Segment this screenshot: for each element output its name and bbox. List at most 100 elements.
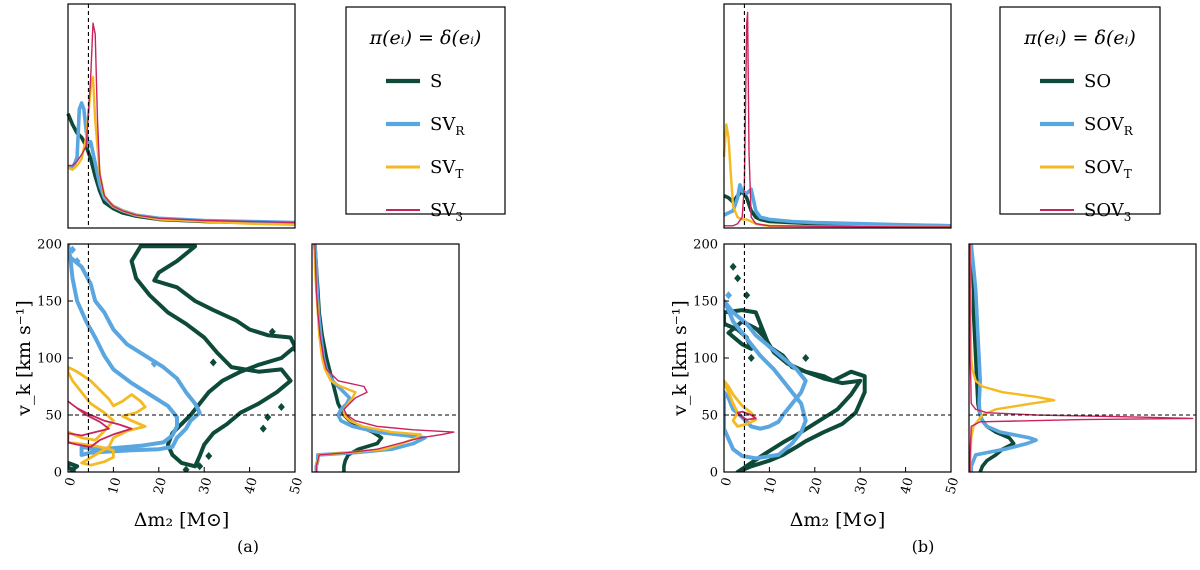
contour-island-s: [724, 319, 728, 328]
legend-label-subscript: R: [455, 124, 465, 138]
right-marginal-line-sv-3: [314, 243, 455, 472]
legend-label-base: SOV: [1084, 200, 1125, 221]
contour-island-s: [756, 325, 764, 334]
x-axis-label: Δm₂ [M⊙]: [790, 509, 886, 531]
legend-label-base: SV: [430, 157, 456, 178]
legend-label: SVT: [430, 157, 463, 181]
legend-label: SOVT: [1084, 157, 1132, 181]
legend-label: SOV3: [1084, 200, 1131, 224]
legend-label: SVR: [430, 114, 465, 138]
top-marginal-line-sv-r: [68, 101, 296, 225]
legend-title: π(eᵢ) = δ(eᵢ): [369, 27, 482, 49]
right-marginal-line-sv-t: [968, 244, 1056, 472]
y-tick-label: 0: [54, 466, 62, 481]
panel-b: 0 10 20 30 40 50 0 50 100 150 200 Δm₂ [M⊙] v_k [km s…: [669, 3, 1197, 556]
right-marginal-frame: [968, 243, 1197, 473]
legend-label-subscript: 3: [1124, 210, 1132, 224]
legend-label-subscript: T: [455, 167, 463, 181]
top-marginal-line-sv-3: [68, 22, 296, 224]
top-marginal-plot: [722, 3, 952, 229]
legend-box: [345, 6, 506, 215]
y-axis-label: v_k [km s⁻¹]: [13, 300, 35, 417]
contour-island-s: [196, 462, 204, 471]
contour-island-s: [291, 344, 295, 353]
right-marginal-line-sv-3: [969, 244, 1194, 472]
panel-caption: (a): [237, 537, 259, 556]
contour-island-s: [205, 452, 213, 461]
legend-label-base: S: [430, 71, 442, 92]
legend-label: SV3: [430, 200, 463, 224]
contour-island-s: [277, 403, 285, 412]
joint-plot-area: [68, 244, 295, 472]
right-marginal-line-sv-r: [313, 243, 427, 472]
legend-label-subscript: 3: [455, 210, 463, 224]
top-marginal-frame: [723, 3, 952, 229]
y-tick-label: 100: [693, 352, 718, 367]
right-marginal-plot: [311, 243, 460, 473]
joint-plot: 0 10 20 30 40 50 0 50 100 150 200 Δm₂ [M⊙] v_k [km s…: [13, 238, 306, 532]
contour-s: [724, 308, 867, 472]
contour-island-sv-r: [725, 291, 733, 300]
contour-island-s: [802, 354, 810, 362]
right-marginal-frame: [311, 243, 460, 473]
y-axis-label: v_k [km s⁻¹]: [669, 300, 691, 417]
contour-sv-t: [724, 379, 758, 428]
top-marginal-plot: [66, 3, 296, 229]
contour-island-s: [209, 358, 217, 367]
contour-island-sv-r: [73, 257, 81, 266]
legend-label: SOVR: [1084, 114, 1134, 138]
legend-label-base: SV: [430, 200, 456, 221]
right-marginal-plot: [968, 243, 1197, 473]
y-tick-label: 100: [37, 352, 62, 367]
top-marginal-line-s: [66, 113, 296, 226]
contour-island-sv-r: [69, 245, 77, 254]
y-tick-label: 200: [693, 238, 718, 253]
contour-island-s: [729, 262, 737, 271]
x-tick-label: 40: [242, 476, 261, 496]
legend-label-base: SO: [1084, 71, 1111, 92]
top-marginal-line-s: [723, 189, 952, 228]
contour-sv-r: [724, 299, 808, 461]
x-tick-label: 30: [197, 476, 216, 496]
x-tick-label: 40: [898, 476, 917, 496]
legend-label-subscript: R: [1124, 124, 1134, 138]
contour-island-s: [734, 274, 742, 283]
x-tick-label: 0: [719, 476, 736, 488]
contour-sv-3: [736, 410, 757, 421]
y-tick-label: 200: [37, 238, 62, 253]
legend-title: π(eᵢ) = δ(eᵢ): [1023, 27, 1136, 49]
x-tick-label: 0: [63, 476, 80, 488]
joint-plot-frame: [723, 243, 952, 473]
legend-label: S: [430, 71, 442, 92]
contour-sv-3: [68, 400, 133, 448]
x-tick-label: 20: [807, 476, 826, 496]
joint-plot-frame: [67, 243, 296, 473]
legend-label-base: SOV: [1084, 114, 1125, 135]
contour-island-s: [182, 465, 190, 472]
x-tick-label: 10: [106, 476, 125, 496]
right-marginal-line-sv-t: [313, 244, 422, 472]
contour-s: [129, 244, 295, 469]
y-tick-label: 150: [37, 295, 62, 310]
x-tick-label: 50: [287, 476, 306, 496]
contour-island-sv-r: [150, 359, 158, 368]
y-tick-label: 150: [693, 295, 718, 310]
y-tick-label: 50: [701, 409, 718, 424]
legend-label-subscript: T: [1124, 167, 1132, 181]
legend-label: SO: [1084, 71, 1111, 92]
panel-a: 0 10 20 30 40 50 0 50 100 150 200 Δm₂ [M⊙] v_k [km s…: [13, 3, 506, 556]
top-marginal-line-sv-r: [723, 183, 952, 228]
top-marginal-line-sv-3: [724, 11, 951, 228]
contour-island-s: [69, 466, 77, 472]
y-tick-label: 50: [45, 409, 62, 424]
panel-caption: (b): [912, 537, 935, 556]
top-marginal-line-sv-t: [67, 75, 296, 226]
x-tick-label: 50: [943, 476, 962, 496]
legend-box: [999, 6, 1161, 215]
x-tick-label: 30: [853, 476, 872, 496]
legend-label-base: SOV: [1084, 157, 1125, 178]
x-tick-label: 20: [151, 476, 170, 496]
contour-island-s: [259, 424, 267, 433]
